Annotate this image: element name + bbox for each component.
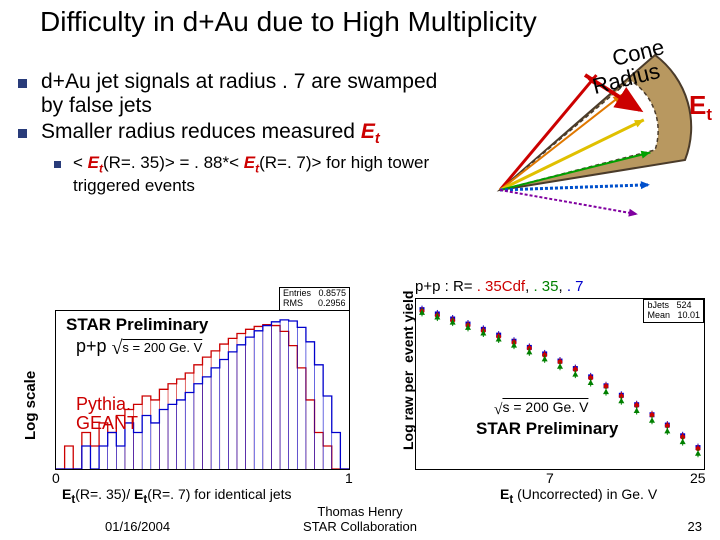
slide-title: Difficulty in d+Au due to High Multiplic… [40,6,700,38]
left-chart: STAR Preliminary p+p √s = 200 Ge. V Pyth… [55,310,350,470]
left-pythia-label: Pythia.GEANT [76,395,138,433]
left-sqrt-label: s = 200 Ge. V [122,340,202,355]
rl-prefix: p+p : R= [415,278,477,295]
bullet-2-prefix: Smaller radius reduces measured [41,120,361,143]
bullet-2-et: Et [361,120,380,143]
sub-bullet-text: < Et(R=. 35)> = . 88*< Et(R=. 7)> for hi… [73,153,448,195]
right-statbox: bJets 524 Mean 10.01 [643,299,704,323]
rl-r1: . 35Cdf [477,278,525,295]
cone-diagram: Cone Radius Et [480,40,710,220]
right-sqrt-label: s = 200 Ge. V [502,399,588,415]
rx-end: (Uncorrected) in Ge. V [513,486,657,502]
rl-s2: , [558,278,566,295]
sub-et2: Et [244,153,259,172]
cone-et-label: Et [689,90,712,125]
right-legend: p+p : R= . 35Cdf, . 35, . 7 [415,278,584,295]
sqrt-icon: √ [494,401,502,418]
bullet-square-icon [18,129,27,138]
left-pp-label: p+p √s = 200 Ge. V [76,335,202,358]
bullet-square-icon [18,79,27,88]
right-x-tick-7: 7 [546,470,554,486]
left-ylabel: Log scale [22,371,39,440]
right-ylabel: Log raw per event yield [400,291,416,451]
right-xaxis-label: Et (Uncorrected) in Ge. V [500,486,657,506]
footer-page: 23 [688,519,702,534]
rl-r3: . 7 [567,278,584,295]
pp-prefix: p+p [76,336,107,356]
bullet-1-text: d+Au jet signals at radius . 7 are swamp… [41,70,448,118]
left-statbox: Entries 0.8575 RMS 0.2956 [279,287,350,311]
rl-r2: . 35 [533,278,558,295]
sub-et1: Et [88,153,103,172]
right-sqrt: √s = 200 Ge. V [494,399,588,417]
left-x-tick-0: 0 [52,470,60,486]
sqrt-icon: √ [112,337,123,359]
sub-mid1: (R=. 35)> = . 88*< [103,153,244,172]
right-chart-svg [416,299,704,469]
right-x-tick-25: 25 [690,470,706,486]
right-prelim: STAR Preliminary [476,419,618,439]
lx-end: (R=. 7) for identical jets [147,486,291,502]
bullet-2: Smaller radius reduces measured Et [18,120,448,147]
left-xaxis-label: Et(R=. 35)/ Et(R=. 7) for identical jets [62,486,292,506]
rx-et: Et [500,486,513,502]
lx-mid: (R=. 35)/ [75,486,134,502]
bullet-2-text: Smaller radius reduces measured Et [41,120,380,147]
lx-et2: Et [134,486,147,502]
left-prelim: STAR Preliminary [66,315,208,335]
bullet-1: d+Au jet signals at radius . 7 are swamp… [18,70,448,118]
footer-center: Thomas HenrySTAR Collaboration [0,505,720,534]
bullet-square-icon [54,161,61,168]
sub-bullet: < Et(R=. 35)> = . 88*< Et(R=. 7)> for hi… [54,153,448,195]
left-x-tick-1: 1 [345,470,353,486]
bullet-list: d+Au jet signals at radius . 7 are swamp… [18,70,448,196]
right-chart: √s = 200 Ge. V STAR Preliminary bJets 52… [415,298,705,470]
cone-svg [480,40,710,220]
lx-et1: Et [62,486,75,502]
sub-prefix: < [73,153,88,172]
